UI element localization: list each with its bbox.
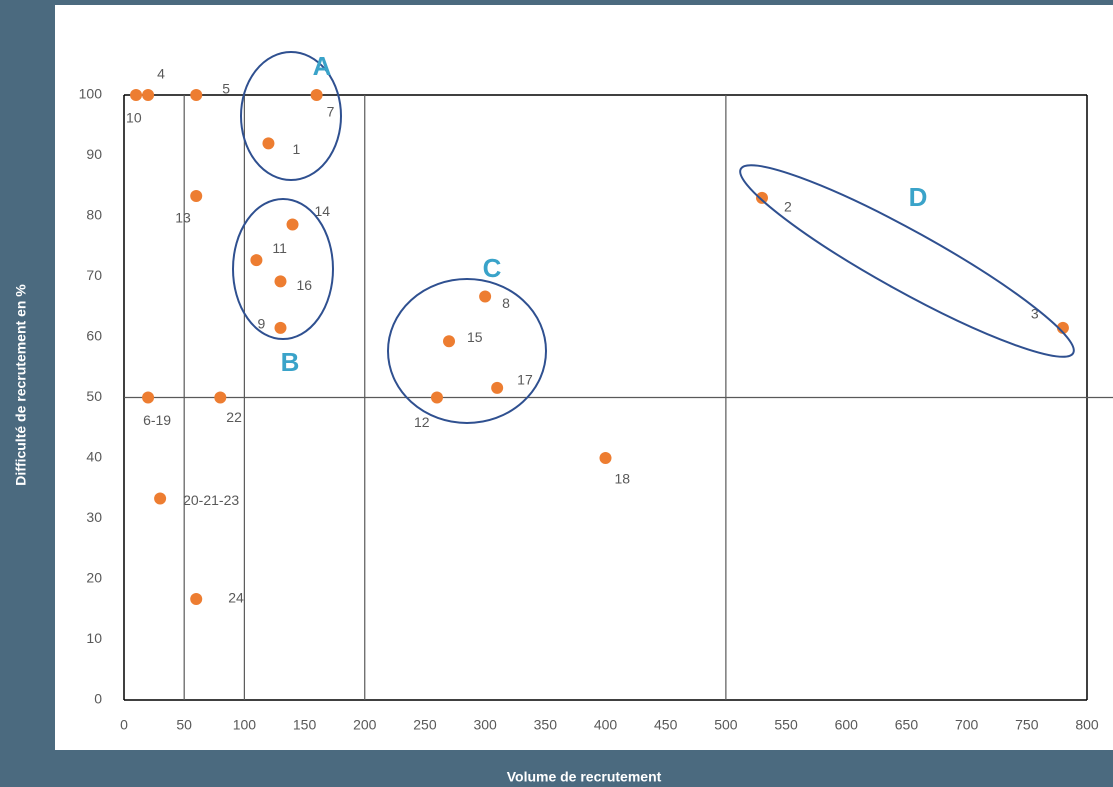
point	[262, 137, 275, 150]
x-tick-label: 550	[774, 717, 798, 733]
x-tick-label: 500	[714, 717, 738, 733]
x-tick-label: 400	[594, 717, 618, 733]
point	[142, 89, 155, 101]
point	[430, 391, 443, 404]
x-tick-label: 750	[1015, 717, 1039, 733]
group-label: A	[313, 51, 332, 81]
point-label: 7	[327, 104, 335, 120]
point-label: 6-19	[143, 412, 171, 428]
point	[443, 335, 456, 348]
y-tick-label: 100	[79, 86, 103, 102]
y-tick-label: 10	[86, 630, 102, 646]
group-ellipse	[739, 164, 1075, 358]
point	[214, 391, 227, 404]
point-label: 16	[296, 277, 312, 293]
point-label: 22	[226, 409, 242, 425]
point	[310, 89, 323, 101]
y-tick-label: 0	[94, 691, 102, 707]
y-tick-label: 30	[86, 509, 102, 525]
y-tick-label: 20	[86, 570, 102, 586]
group-ellipse	[387, 278, 547, 424]
point-label: 9	[257, 316, 265, 332]
point	[130, 89, 143, 101]
point-label: 17	[517, 372, 533, 388]
point-label: 10	[126, 110, 142, 126]
x-tick-label: 50	[176, 717, 192, 733]
point-label: 2	[784, 199, 792, 215]
y-tick-label: 40	[86, 449, 102, 465]
x-tick-label: 700	[955, 717, 979, 733]
point-label: 5	[222, 81, 230, 97]
x-tick-label: 650	[895, 717, 919, 733]
point-label: 1	[292, 141, 300, 157]
point	[190, 89, 203, 101]
point-label: 11	[272, 240, 287, 256]
point-label: 14	[315, 203, 331, 219]
point	[491, 381, 504, 394]
point	[190, 190, 203, 203]
group-label: C	[483, 253, 502, 283]
point-label: 3	[1031, 306, 1039, 322]
y-axis-title: Difficulté de recrutement en %	[13, 284, 29, 486]
y-tick-label: 50	[86, 388, 102, 404]
group-label: B	[281, 347, 300, 377]
point-label: 4	[157, 66, 165, 82]
point	[274, 275, 287, 288]
x-tick-label: 150	[293, 717, 317, 733]
y-tick-label: 60	[86, 328, 102, 344]
x-tick-label: 250	[413, 717, 437, 733]
point	[274, 321, 287, 334]
point	[286, 218, 299, 231]
point-label: 13	[175, 210, 191, 226]
group-ellipse	[232, 198, 334, 340]
point	[479, 290, 492, 303]
x-axis-title: Volume de recrutement	[507, 769, 662, 785]
y-tick-label: 90	[86, 146, 102, 162]
point-label: 8	[502, 295, 510, 311]
x-tick-label: 450	[654, 717, 678, 733]
y-tick-label: 70	[86, 267, 102, 283]
point-label: 20-21-23	[183, 492, 239, 508]
x-tick-label: 800	[1075, 717, 1099, 733]
point	[599, 452, 612, 464]
group-label: D	[909, 182, 928, 212]
point	[250, 254, 263, 267]
point	[190, 592, 203, 605]
group-ellipse	[240, 51, 342, 181]
chart-panel	[55, 5, 1113, 750]
point	[1056, 321, 1069, 334]
point	[755, 191, 768, 204]
point-label: 15	[467, 329, 483, 345]
point-label: 18	[615, 471, 631, 487]
x-tick-label: 350	[534, 717, 558, 733]
x-tick-label: 600	[835, 717, 859, 733]
point	[154, 492, 167, 505]
point	[142, 391, 155, 404]
point-label: 12	[414, 414, 430, 430]
x-tick-label: 100	[233, 717, 257, 733]
point-label: 24	[228, 590, 244, 606]
x-tick-label: 0	[120, 717, 128, 733]
y-tick-label: 80	[86, 207, 102, 223]
x-tick-label: 200	[353, 717, 377, 733]
x-tick-label: 300	[473, 717, 497, 733]
